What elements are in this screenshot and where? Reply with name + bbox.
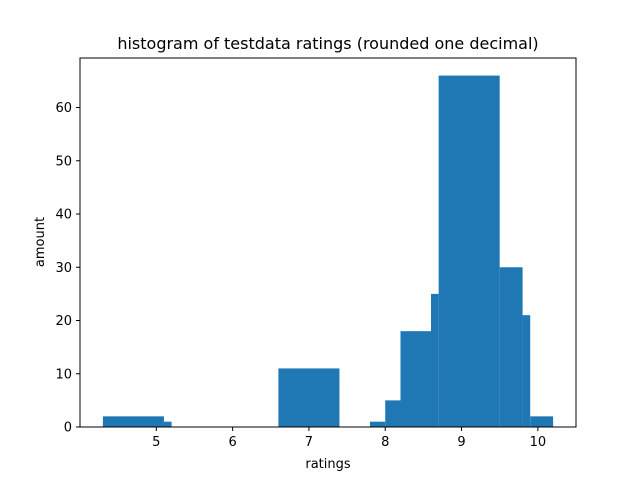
histogram-bar: [385, 400, 401, 427]
x-tick-label: 9: [457, 435, 465, 450]
y-axis-label: amount: [33, 217, 48, 267]
x-tick-label: 5: [152, 435, 160, 450]
x-axis-label: ratings: [305, 457, 351, 472]
histogram-bar: [530, 416, 554, 427]
histogram-bar: [431, 293, 439, 427]
x-tick-label: 7: [305, 435, 313, 450]
y-tick-label: 0: [64, 421, 72, 436]
x-tick-label: 10: [530, 435, 547, 450]
histogram-bar: [278, 368, 340, 427]
histogram-bar: [400, 331, 432, 427]
y-tick-label: 30: [55, 261, 72, 276]
x-tick-label: 8: [381, 435, 389, 450]
y-tick-label: 10: [55, 367, 72, 382]
histogram-bar: [163, 421, 172, 427]
x-tick-label: 6: [228, 435, 236, 450]
y-tick-label: 40: [55, 208, 72, 223]
histogram-bar: [438, 75, 500, 428]
y-tick-label: 50: [55, 154, 72, 169]
chart-title: histogram of testdata ratings (rounded o…: [117, 34, 538, 53]
y-axis-ticks: 0 10 20 30 40 50 60: [55, 101, 80, 436]
histogram-bar: [102, 416, 164, 427]
bars-group: [102, 75, 554, 428]
histogram-bar: [522, 315, 531, 427]
histogram-bar: [499, 267, 523, 427]
y-tick-label: 60: [55, 101, 72, 116]
x-axis-ticks: 5 6 7 8 9 10: [152, 427, 546, 450]
histogram-bar: [369, 421, 386, 427]
y-tick-label: 20: [55, 314, 72, 329]
axes-frame: [79, 57, 577, 428]
